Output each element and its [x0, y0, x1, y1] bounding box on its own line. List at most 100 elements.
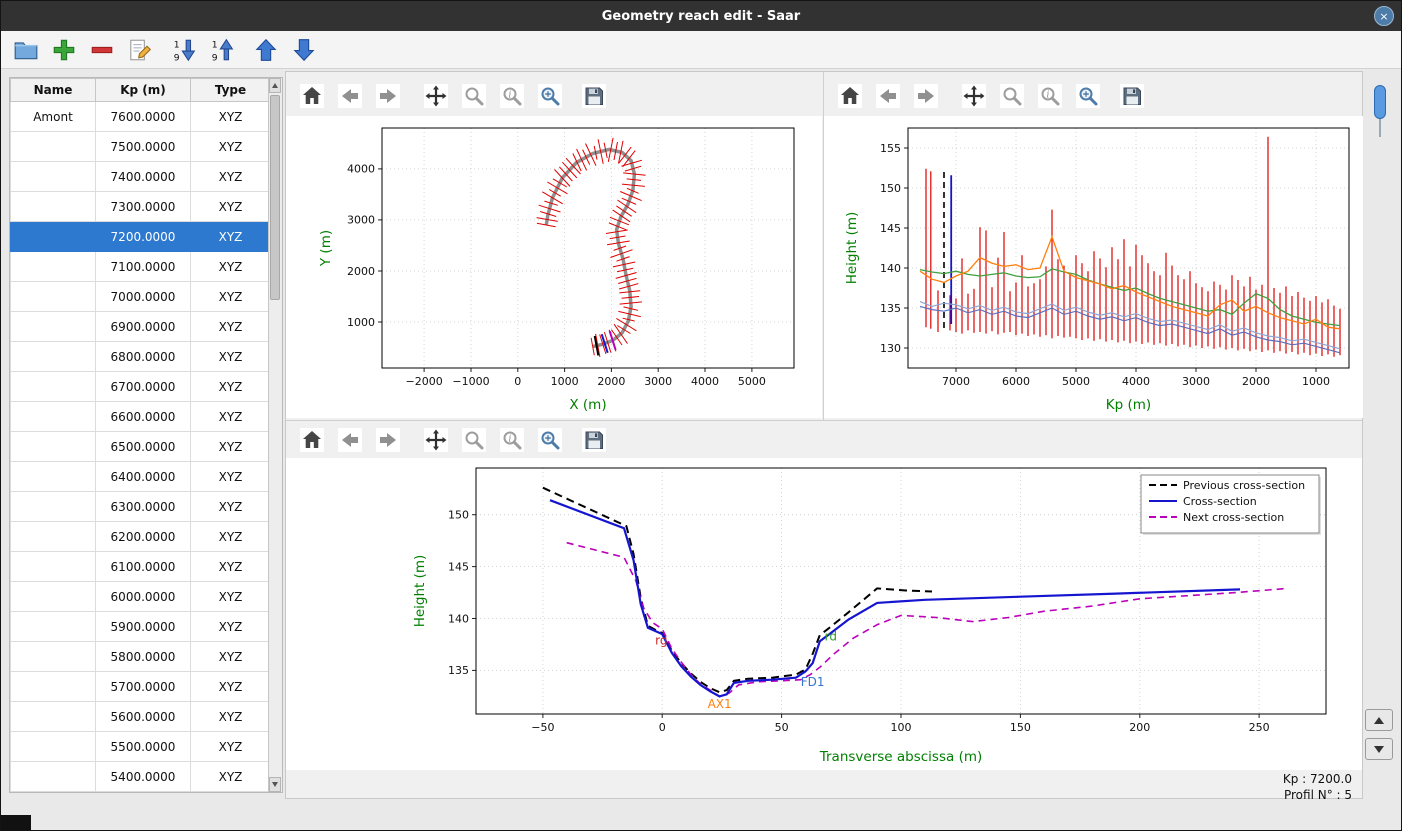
- table-row[interactable]: 7000.0000 XYZ: [10, 281, 268, 312]
- close-button[interactable]: ×: [1374, 6, 1394, 26]
- table-cell[interactable]: 6500.0000: [95, 431, 191, 462]
- move-down-button[interactable]: [289, 35, 319, 65]
- save-button[interactable]: [1118, 82, 1146, 110]
- table-cell[interactable]: XYZ: [190, 431, 268, 462]
- table-cell[interactable]: XYZ: [190, 671, 268, 702]
- table-row[interactable]: 7400.0000 XYZ: [10, 161, 268, 192]
- table-cell[interactable]: Amont: [10, 101, 96, 132]
- table-cell[interactable]: [10, 641, 96, 672]
- zoom-region-button[interactable]: [536, 426, 564, 454]
- table-cell[interactable]: 5800.0000: [95, 641, 191, 672]
- zoom-info-button[interactable]: i: [498, 82, 526, 110]
- table-row[interactable]: 5500.0000 XYZ: [10, 731, 268, 762]
- add-button[interactable]: [49, 35, 79, 65]
- table-cell[interactable]: 6600.0000: [95, 401, 191, 432]
- edit-button[interactable]: [125, 35, 155, 65]
- table-cell[interactable]: [10, 341, 96, 372]
- table-cell[interactable]: XYZ: [190, 611, 268, 642]
- forward-button[interactable]: [374, 82, 402, 110]
- previous-profile-button[interactable]: [1365, 709, 1393, 731]
- table-cell[interactable]: [10, 581, 96, 612]
- table-cell[interactable]: 7300.0000: [95, 191, 191, 222]
- table-cell[interactable]: [10, 371, 96, 402]
- table-cell[interactable]: XYZ: [190, 701, 268, 732]
- table-cell[interactable]: XYZ: [190, 401, 268, 432]
- table-cell[interactable]: 7200.0000: [95, 221, 191, 252]
- table-cell[interactable]: XYZ: [190, 131, 268, 162]
- table-cell[interactable]: [10, 191, 96, 222]
- table-cell[interactable]: [10, 131, 96, 162]
- table-row[interactable]: 5600.0000 XYZ: [10, 701, 268, 732]
- table-cell[interactable]: 7400.0000: [95, 161, 191, 192]
- table-cell[interactable]: XYZ: [190, 101, 268, 132]
- forward-button[interactable]: [374, 426, 402, 454]
- table-row[interactable]: 5800.0000 XYZ: [10, 641, 268, 672]
- table-row[interactable]: 7200.0000 XYZ: [10, 221, 268, 252]
- table-row[interactable]: 6700.0000 XYZ: [10, 371, 268, 402]
- slider-thumb[interactable]: [1374, 85, 1386, 119]
- table-row[interactable]: 6500.0000 XYZ: [10, 431, 268, 462]
- table-row[interactable]: 5900.0000 XYZ: [10, 611, 268, 642]
- table-cell[interactable]: XYZ: [190, 491, 268, 522]
- table-cell[interactable]: 6900.0000: [95, 311, 191, 342]
- longitudinal-profile-chart[interactable]: 7000 6000 5000 4000 3000 2000 1000 130 135 140 145…: [824, 116, 1363, 418]
- zoom-region-button[interactable]: [536, 82, 564, 110]
- table-cell[interactable]: [10, 431, 96, 462]
- zoom-button[interactable]: [460, 82, 488, 110]
- table-row[interactable]: 7300.0000 XYZ: [10, 191, 268, 222]
- table-cell[interactable]: XYZ: [190, 191, 268, 222]
- table-cell[interactable]: [10, 401, 96, 432]
- table-cell[interactable]: XYZ: [190, 461, 268, 492]
- table-row[interactable]: 6900.0000 XYZ: [10, 311, 268, 342]
- forward-button[interactable]: [912, 82, 940, 110]
- table-cell[interactable]: XYZ: [190, 341, 268, 372]
- table-cell[interactable]: [10, 761, 96, 792]
- column-header-name[interactable]: Name: [10, 78, 96, 102]
- table-cell[interactable]: [10, 281, 96, 312]
- table-cell[interactable]: 6200.0000: [95, 521, 191, 552]
- zoom-info-button[interactable]: i: [498, 426, 526, 454]
- next-profile-button[interactable]: [1365, 738, 1393, 760]
- pan-button[interactable]: [422, 82, 450, 110]
- table-cell[interactable]: XYZ: [190, 161, 268, 192]
- table-row[interactable]: 5700.0000 XYZ: [10, 671, 268, 702]
- table-cell[interactable]: [10, 671, 96, 702]
- scrollbar-thumb[interactable]: [270, 95, 280, 300]
- zoom-button[interactable]: [460, 426, 488, 454]
- zoom-region-button[interactable]: [1074, 82, 1102, 110]
- table-cell[interactable]: XYZ: [190, 371, 268, 402]
- table-cell[interactable]: [10, 521, 96, 552]
- home-button[interactable]: [836, 82, 864, 110]
- table-cell[interactable]: [10, 311, 96, 342]
- zoom-button[interactable]: [998, 82, 1026, 110]
- table-cell[interactable]: 7600.0000: [95, 101, 191, 132]
- table-cell[interactable]: XYZ: [190, 761, 268, 792]
- table-cell[interactable]: 6400.0000: [95, 461, 191, 492]
- table-cell[interactable]: [10, 251, 96, 282]
- home-button[interactable]: [298, 426, 326, 454]
- table-cell[interactable]: [10, 161, 96, 192]
- table-cell[interactable]: XYZ: [190, 251, 268, 282]
- table-cell[interactable]: [10, 701, 96, 732]
- table-cell[interactable]: 6700.0000: [95, 371, 191, 402]
- table-cell[interactable]: 6800.0000: [95, 341, 191, 372]
- table-cell[interactable]: 5500.0000: [95, 731, 191, 762]
- table-cell[interactable]: XYZ: [190, 281, 268, 312]
- table-cell[interactable]: XYZ: [190, 581, 268, 612]
- table-row[interactable]: 7500.0000 XYZ: [10, 131, 268, 162]
- table-row[interactable]: 6800.0000 XYZ: [10, 341, 268, 372]
- table-cell[interactable]: XYZ: [190, 311, 268, 342]
- table-row[interactable]: 6300.0000 XYZ: [10, 491, 268, 522]
- plan-view-chart[interactable]: −2000 −1000 0 1000 2000 3000 4000 5000 1000 2000 3…: [286, 116, 822, 418]
- table-row[interactable]: 6600.0000 XYZ: [10, 401, 268, 432]
- save-button[interactable]: [580, 426, 608, 454]
- table-scrollbar[interactable]: [268, 78, 282, 792]
- home-button[interactable]: [298, 82, 326, 110]
- table-cell[interactable]: 5700.0000: [95, 671, 191, 702]
- table-row[interactable]: 6400.0000 XYZ: [10, 461, 268, 492]
- zoom-slider[interactable]: [1373, 85, 1387, 137]
- column-header-kp[interactable]: Kp (m): [95, 78, 191, 102]
- table-cell[interactable]: 7500.0000: [95, 131, 191, 162]
